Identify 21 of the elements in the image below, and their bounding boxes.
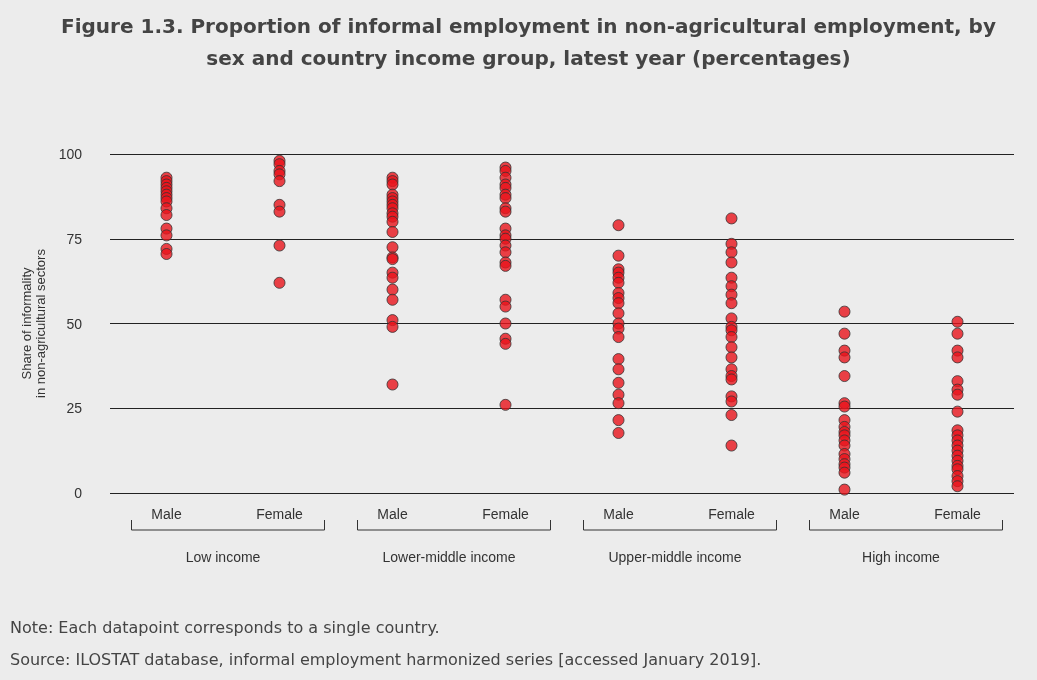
text: Figure 1.3. Proportion of informal employment in non-agricultural employment, by sex and country income group, latest year (percentages) xyxy=(60,13,997,72)
x-tick-label: Male xyxy=(377,506,408,522)
x-tick-label: Female xyxy=(934,506,982,522)
x-tick-label: Male xyxy=(829,506,860,522)
x-tick-label: Female xyxy=(708,506,756,522)
x-tick-label: Female xyxy=(482,506,530,522)
x-tick-label: Female xyxy=(256,506,304,522)
x-axis-title: Upper-middle income xyxy=(608,549,742,565)
y-tick-label: 75 xyxy=(66,230,83,247)
y-tick-label: 100 xyxy=(58,146,83,162)
x-axis-title: High income xyxy=(862,549,941,565)
source-note: Source: ILOSTAT database, informal employment harmonized series [accessed January 2019]. xyxy=(10,649,762,671)
text: Note: Each datapoint corresponds to a single country. xyxy=(10,617,441,639)
x-axis-title: Lower-middle income xyxy=(382,549,516,565)
y-tick-label: 0 xyxy=(74,485,83,501)
x-axis-title: Low income xyxy=(185,549,261,565)
x-tick-label: Male xyxy=(151,506,182,522)
y-axis-title: Share of informality in non-agricultural sectors xyxy=(19,248,49,398)
x-tick-label: Male xyxy=(603,506,634,522)
y-tick-label: 50 xyxy=(66,315,83,332)
y-tick-label: 25 xyxy=(66,400,83,417)
